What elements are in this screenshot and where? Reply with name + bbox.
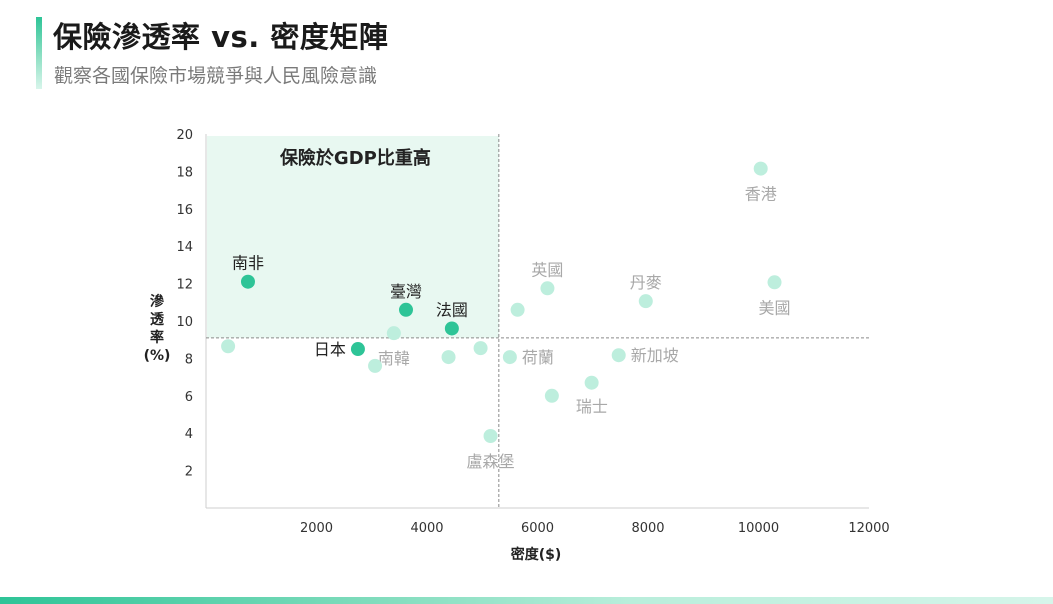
data-point [502, 350, 517, 365]
x-axis-label: 密度($) [510, 546, 562, 563]
x-tick-label: 2000 [300, 521, 333, 536]
point-label: 南韓 [378, 349, 410, 368]
point-label: 丹麥 [630, 273, 662, 292]
data-point-highlight [240, 274, 255, 289]
point-label: 香港 [745, 185, 777, 204]
data-point [368, 358, 383, 373]
data-point [638, 294, 653, 309]
data-point-highlight [350, 342, 365, 357]
data-point [544, 388, 559, 403]
x-tick-label: 4000 [410, 521, 443, 536]
title-accent-bar [36, 17, 42, 89]
point-label: 瑞士 [576, 397, 608, 416]
y-axis-label: 率 [150, 329, 164, 346]
data-point-highlight [444, 321, 459, 336]
data-point [611, 348, 626, 363]
data-point [221, 339, 236, 354]
y-tick-label: 12 [176, 278, 193, 293]
point-label: 南非 [232, 254, 264, 273]
x-tick-label: 12000 [848, 521, 889, 536]
y-tick-label: 4 [185, 427, 193, 442]
data-point [483, 429, 498, 444]
point-label: 盧森堡 [467, 452, 515, 471]
data-point [767, 275, 782, 290]
y-tick-label: 2 [185, 465, 193, 480]
y-tick-label: 20 [176, 128, 193, 143]
data-point [441, 350, 456, 365]
data-point [753, 161, 768, 176]
data-point [473, 341, 488, 356]
point-label: 日本 [314, 340, 346, 359]
y-tick-label: 10 [176, 315, 193, 330]
y-tick-label: 6 [185, 390, 193, 405]
data-point-highlight [399, 302, 414, 317]
highlight-region [207, 136, 499, 338]
data-point [510, 302, 525, 317]
x-tick-label: 8000 [631, 521, 664, 536]
page-title: 保險滲透率 vs. 密度矩陣 [53, 20, 389, 54]
y-tick-label: 14 [176, 240, 193, 255]
bottom-gradient-bar [0, 597, 1053, 604]
point-label: 臺灣 [390, 282, 422, 301]
data-point [386, 326, 401, 341]
y-tick-label: 8 [185, 352, 193, 367]
point-label: 美國 [759, 298, 791, 317]
y-tick-label: 18 [176, 165, 193, 180]
y-axis-label: 透 [150, 312, 165, 328]
data-point [540, 281, 555, 296]
point-label: 新加坡 [631, 346, 679, 365]
point-label: 荷蘭 [522, 348, 554, 367]
highlight-region-label: 保險於GDP比重高 [279, 147, 431, 169]
point-label: 英國 [531, 260, 563, 279]
y-axis-label: (%) [144, 348, 171, 364]
page-subtitle: 觀察各國保險市場競爭與人民風險意識 [54, 65, 378, 87]
y-axis-label: 滲 [150, 293, 165, 310]
data-point [584, 375, 599, 390]
point-label: 法國 [436, 300, 468, 319]
x-tick-label: 6000 [521, 521, 554, 536]
y-tick-label: 16 [176, 203, 193, 218]
x-tick-label: 10000 [738, 521, 779, 536]
